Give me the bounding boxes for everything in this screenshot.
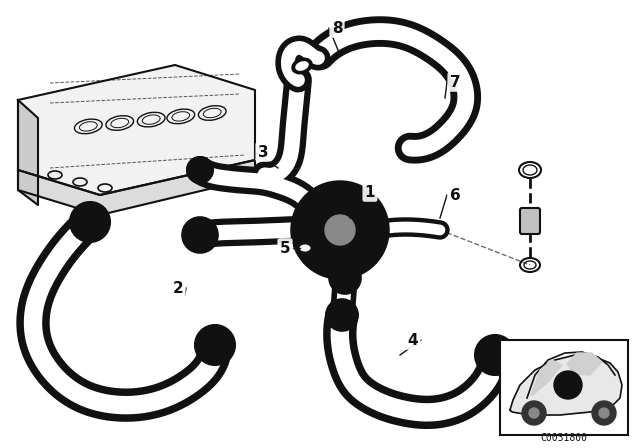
Text: 3: 3 [258, 145, 268, 159]
Circle shape [207, 337, 223, 353]
Circle shape [187, 222, 213, 248]
Circle shape [192, 227, 208, 243]
Text: 7: 7 [450, 74, 460, 90]
Circle shape [331, 304, 353, 326]
Circle shape [300, 190, 380, 270]
Circle shape [487, 347, 503, 363]
Circle shape [334, 267, 356, 289]
Circle shape [522, 401, 546, 425]
Polygon shape [18, 100, 38, 205]
Circle shape [195, 325, 235, 365]
FancyBboxPatch shape [500, 340, 628, 435]
Circle shape [325, 215, 355, 245]
Circle shape [529, 408, 539, 418]
Ellipse shape [292, 59, 312, 73]
Text: 8: 8 [332, 21, 342, 35]
Circle shape [312, 202, 368, 258]
Polygon shape [531, 360, 562, 395]
Circle shape [481, 341, 509, 369]
Text: 5: 5 [280, 241, 291, 255]
Text: C0031800: C0031800 [541, 433, 588, 443]
Polygon shape [18, 160, 255, 215]
Polygon shape [510, 355, 622, 415]
Text: 1: 1 [365, 185, 375, 199]
Ellipse shape [295, 61, 308, 71]
Text: 6: 6 [450, 188, 460, 202]
FancyBboxPatch shape [520, 208, 540, 234]
Circle shape [326, 299, 358, 331]
Circle shape [554, 371, 582, 399]
Circle shape [338, 271, 352, 285]
Circle shape [182, 217, 218, 253]
Ellipse shape [296, 242, 314, 254]
Circle shape [70, 202, 110, 242]
Circle shape [592, 401, 616, 425]
Polygon shape [567, 353, 602, 375]
Text: 4: 4 [408, 332, 419, 348]
Circle shape [201, 331, 229, 359]
Circle shape [76, 208, 104, 236]
Circle shape [475, 335, 515, 375]
Circle shape [195, 165, 205, 175]
Ellipse shape [300, 245, 310, 251]
Circle shape [329, 262, 361, 294]
Circle shape [599, 408, 609, 418]
Circle shape [82, 214, 98, 230]
Polygon shape [18, 65, 255, 195]
Text: 2: 2 [173, 280, 184, 296]
Circle shape [292, 182, 388, 278]
Circle shape [187, 157, 213, 183]
